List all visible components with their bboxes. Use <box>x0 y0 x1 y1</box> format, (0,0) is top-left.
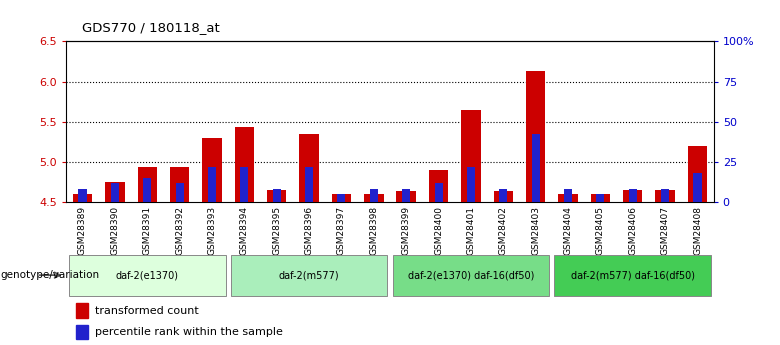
FancyBboxPatch shape <box>392 255 549 296</box>
Text: GDS770 / 180118_at: GDS770 / 180118_at <box>82 21 220 34</box>
Bar <box>402 189 410 202</box>
Bar <box>176 183 183 202</box>
Text: GSM28397: GSM28397 <box>337 206 346 255</box>
Text: daf-2(m577) daf-16(df50): daf-2(m577) daf-16(df50) <box>571 270 695 280</box>
Bar <box>170 167 190 202</box>
Text: GSM28407: GSM28407 <box>661 206 670 255</box>
Text: genotype/variation: genotype/variation <box>1 270 100 280</box>
FancyBboxPatch shape <box>555 255 711 296</box>
Bar <box>693 173 701 202</box>
Text: GSM28399: GSM28399 <box>402 206 411 255</box>
Bar <box>111 183 119 202</box>
Bar <box>494 191 513 202</box>
Text: GSM28404: GSM28404 <box>563 206 573 255</box>
Text: transformed count: transformed count <box>95 306 199 316</box>
Bar <box>235 127 254 202</box>
Text: GSM28403: GSM28403 <box>531 206 541 255</box>
Text: percentile rank within the sample: percentile rank within the sample <box>95 327 282 337</box>
Bar <box>267 190 286 202</box>
Bar <box>240 167 248 202</box>
Text: GSM28392: GSM28392 <box>175 206 184 255</box>
Bar <box>467 167 475 202</box>
Bar <box>202 138 222 202</box>
Bar <box>338 194 346 202</box>
Bar <box>461 110 480 202</box>
Bar <box>76 325 87 339</box>
Bar <box>73 194 92 202</box>
Text: GSM28406: GSM28406 <box>628 206 637 255</box>
Bar <box>332 194 351 202</box>
FancyBboxPatch shape <box>231 255 388 296</box>
Bar <box>590 194 610 202</box>
Text: GSM28405: GSM28405 <box>596 206 605 255</box>
Bar <box>434 183 442 202</box>
Text: GSM28390: GSM28390 <box>110 206 119 255</box>
Text: GSM28400: GSM28400 <box>434 206 443 255</box>
Bar <box>564 189 572 202</box>
Text: GSM28394: GSM28394 <box>239 206 249 255</box>
Bar <box>655 190 675 202</box>
Text: GSM28408: GSM28408 <box>693 206 702 255</box>
Bar <box>499 189 507 202</box>
Text: GSM28401: GSM28401 <box>466 206 476 255</box>
Bar <box>144 178 151 202</box>
Bar <box>137 167 157 202</box>
Bar <box>623 190 643 202</box>
Text: daf-2(e1370) daf-16(df50): daf-2(e1370) daf-16(df50) <box>408 270 534 280</box>
Bar <box>105 182 125 202</box>
Bar <box>79 189 87 202</box>
Text: GSM28389: GSM28389 <box>78 206 87 255</box>
Bar <box>532 135 540 202</box>
Text: daf-2(m577): daf-2(m577) <box>278 270 339 280</box>
Bar <box>364 194 384 202</box>
Bar <box>370 189 378 202</box>
Text: daf-2(e1370): daf-2(e1370) <box>115 270 179 280</box>
Bar <box>396 191 416 202</box>
Bar <box>629 189 636 202</box>
Bar <box>526 71 545 202</box>
Text: GSM28398: GSM28398 <box>369 206 378 255</box>
Bar <box>429 170 448 202</box>
Bar <box>661 189 669 202</box>
Text: GSM28396: GSM28396 <box>304 206 314 255</box>
Bar <box>305 167 313 202</box>
Bar <box>558 194 578 202</box>
Bar <box>688 146 707 202</box>
Text: GSM28393: GSM28393 <box>207 206 217 255</box>
Text: GSM28395: GSM28395 <box>272 206 282 255</box>
FancyBboxPatch shape <box>69 255 225 296</box>
Bar <box>597 194 604 202</box>
Bar <box>208 167 216 202</box>
Bar <box>76 303 87 318</box>
Text: GSM28402: GSM28402 <box>498 206 508 255</box>
Bar <box>273 189 281 202</box>
Text: GSM28391: GSM28391 <box>143 206 152 255</box>
Bar <box>300 134 319 202</box>
